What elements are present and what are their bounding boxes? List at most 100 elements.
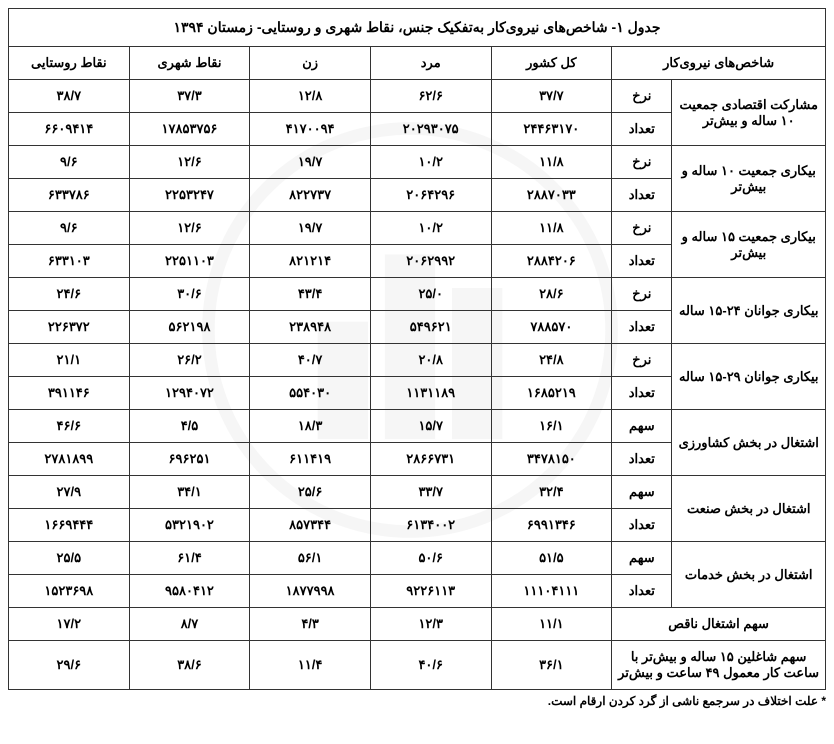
row-sub-label: تعداد xyxy=(612,245,672,278)
data-cell: ۴۰/۷ xyxy=(250,344,371,377)
data-cell: ۶۱۳۴۰۰۲ xyxy=(370,509,491,542)
single-row-label: سهم شاغلین ۱۵ ساله و بیش‌تر با ساعت کار … xyxy=(612,641,826,690)
row-sub-label: تعداد xyxy=(612,113,672,146)
data-cell: ۸۲۲۷۳۷ xyxy=(250,179,371,212)
data-cell: ۲۰۲۹۳۰۷۵ xyxy=(370,113,491,146)
row-group-label: بیکاری جمعیت ۱۵ ساله و بیش‌تر xyxy=(672,212,826,278)
header-indicator: شاخص‌های نیروی‌کار xyxy=(612,47,826,80)
data-cell: ۱۲/۳ xyxy=(370,608,491,641)
data-cell: ۲۳۸۹۴۸ xyxy=(250,311,371,344)
data-cell: ۴۱۷۰۰۹۴ xyxy=(250,113,371,146)
data-cell: ۶۱۱۴۱۹ xyxy=(250,443,371,476)
data-cell: ۱۱/۸ xyxy=(491,146,612,179)
row-sub-label: تعداد xyxy=(612,575,672,608)
data-cell: ۱۲/۸ xyxy=(250,80,371,113)
data-cell: ۱۱/۸ xyxy=(491,212,612,245)
data-cell: ۳۷/۷ xyxy=(491,80,612,113)
data-cell: ۶۹۹۱۳۴۶ xyxy=(491,509,612,542)
data-cell: ۳۳/۷ xyxy=(370,476,491,509)
data-cell: ۲۴/۶ xyxy=(9,278,130,311)
data-cell: ۳۲/۴ xyxy=(491,476,612,509)
row-sub-label: نرخ xyxy=(612,278,672,311)
data-cell: ۱۱۳۱۱۸۹ xyxy=(370,377,491,410)
data-cell: ۱۷۸۵۳۷۵۶ xyxy=(129,113,250,146)
data-cell: ۲۰۶۴۲۹۶ xyxy=(370,179,491,212)
data-cell: ۲۲۶۳۷۲ xyxy=(9,311,130,344)
data-cell: ۸۲۱۲۱۴ xyxy=(250,245,371,278)
data-cell: ۱۸۷۷۹۹۸ xyxy=(250,575,371,608)
data-cell: ۹/۶ xyxy=(9,146,130,179)
header-country: کل کشور xyxy=(491,47,612,80)
data-cell: ۸/۷ xyxy=(129,608,250,641)
data-cell: ۱۶۶۹۴۴۴ xyxy=(9,509,130,542)
data-cell: ۳۷/۳ xyxy=(129,80,250,113)
data-cell: ۳۴/۱ xyxy=(129,476,250,509)
row-sub-label: تعداد xyxy=(612,509,672,542)
header-female: زن xyxy=(250,47,371,80)
data-cell: ۵۶۲۱۹۸ xyxy=(129,311,250,344)
data-cell: ۱۲/۶ xyxy=(129,212,250,245)
data-cell: ۷۸۸۵۷۰ xyxy=(491,311,612,344)
data-cell: ۵۶/۱ xyxy=(250,542,371,575)
row-sub-label: تعداد xyxy=(612,443,672,476)
row-group-label: اشتغال در بخش کشاورزی xyxy=(672,410,826,476)
data-cell: ۲۱/۱ xyxy=(9,344,130,377)
header-urban: نقاط شهری xyxy=(129,47,250,80)
table-title: جدول ۱- شاخص‌های نیروی‌کار به‌تفکیک جنس،… xyxy=(9,9,826,47)
data-cell: ۵۵۴۰۳۰ xyxy=(250,377,371,410)
data-cell: ۹۲۲۶۱۱۳ xyxy=(370,575,491,608)
data-cell: ۶۲/۶ xyxy=(370,80,491,113)
row-group-label: اشتغال در بخش صنعت xyxy=(672,476,826,542)
data-cell: ۹۵۸۰۴۱۲ xyxy=(129,575,250,608)
data-cell: ۲۲۵۱۱۰۳ xyxy=(129,245,250,278)
data-cell: ۴۳/۴ xyxy=(250,278,371,311)
row-sub-label: تعداد xyxy=(612,179,672,212)
data-cell: ۵۳۲۱۹۰۲ xyxy=(129,509,250,542)
data-cell: ۲۸۸۴۲۰۶ xyxy=(491,245,612,278)
row-group-label: بیکاری جوانان ۲۹-۱۵ ساله xyxy=(672,344,826,410)
data-cell: ۲۵/۶ xyxy=(250,476,371,509)
footnote: * علت اختلاف در سرجمع ناشی از گرد کردن ا… xyxy=(8,694,826,708)
data-cell: ۲۵/۰ xyxy=(370,278,491,311)
data-cell: ۱۶/۱ xyxy=(491,410,612,443)
data-cell: ۳۸/۷ xyxy=(9,80,130,113)
row-sub-label: سهم xyxy=(612,476,672,509)
data-cell: ۳۴۷۸۱۵۰ xyxy=(491,443,612,476)
row-group-label: مشارکت اقتصادی جمعیت ۱۰ ساله و بیش‌تر xyxy=(672,80,826,146)
data-cell: ۵۴۹۶۲۱ xyxy=(370,311,491,344)
data-cell: ۶۶۰۹۴۱۴ xyxy=(9,113,130,146)
row-sub-label: سهم xyxy=(612,410,672,443)
data-cell: ۴۰/۶ xyxy=(370,641,491,690)
header-rural: نقاط روستایی xyxy=(9,47,130,80)
data-cell: ۲۸۶۶۷۳۱ xyxy=(370,443,491,476)
data-cell: ۶۳۳۷۸۶ xyxy=(9,179,130,212)
data-cell: ۵۰/۶ xyxy=(370,542,491,575)
data-cell: ۱۱/۱ xyxy=(491,608,612,641)
data-cell: ۱۰/۲ xyxy=(370,146,491,179)
data-cell: ۱۵/۷ xyxy=(370,410,491,443)
data-cell: ۱۹/۷ xyxy=(250,146,371,179)
data-cell: ۲۵/۵ xyxy=(9,542,130,575)
data-cell: ۲۷/۹ xyxy=(9,476,130,509)
data-cell: ۳۰/۶ xyxy=(129,278,250,311)
data-cell: ۵۱/۵ xyxy=(491,542,612,575)
data-cell: ۲۸۸۷۰۳۳ xyxy=(491,179,612,212)
row-group-label: بیکاری جوانان ۲۴-۱۵ ساله xyxy=(672,278,826,344)
data-cell: ۸۵۷۳۴۴ xyxy=(250,509,371,542)
data-cell: ۹/۶ xyxy=(9,212,130,245)
data-cell: ۲۷۸۱۸۹۹ xyxy=(9,443,130,476)
data-cell: ۱۹/۷ xyxy=(250,212,371,245)
row-sub-label: نرخ xyxy=(612,344,672,377)
data-cell: ۳۸/۶ xyxy=(129,641,250,690)
data-cell: ۴/۵ xyxy=(129,410,250,443)
row-sub-label: نرخ xyxy=(612,146,672,179)
row-sub-label: تعداد xyxy=(612,377,672,410)
data-cell: ۲۰۶۲۹۹۲ xyxy=(370,245,491,278)
data-cell: ۱۸/۳ xyxy=(250,410,371,443)
data-cell: ۲۴۴۶۳۱۷۰ xyxy=(491,113,612,146)
data-cell: ۲۲۵۳۲۴۷ xyxy=(129,179,250,212)
row-sub-label: نرخ xyxy=(612,80,672,113)
data-cell: ۲۸/۶ xyxy=(491,278,612,311)
row-group-label: بیکاری جمعیت ۱۰ ساله و بیش‌تر xyxy=(672,146,826,212)
data-cell: ۳۹۱۱۴۶ xyxy=(9,377,130,410)
